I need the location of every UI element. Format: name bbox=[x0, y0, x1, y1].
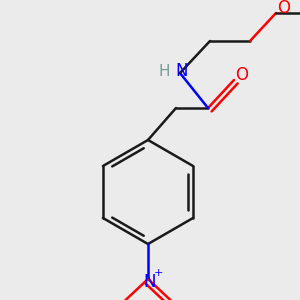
Text: O: O bbox=[278, 0, 290, 17]
Text: H: H bbox=[158, 64, 170, 79]
Text: +: + bbox=[153, 268, 163, 278]
Text: N: N bbox=[144, 273, 156, 291]
Text: O: O bbox=[236, 66, 248, 84]
Text: N: N bbox=[176, 62, 188, 80]
Text: -: - bbox=[100, 297, 104, 300]
